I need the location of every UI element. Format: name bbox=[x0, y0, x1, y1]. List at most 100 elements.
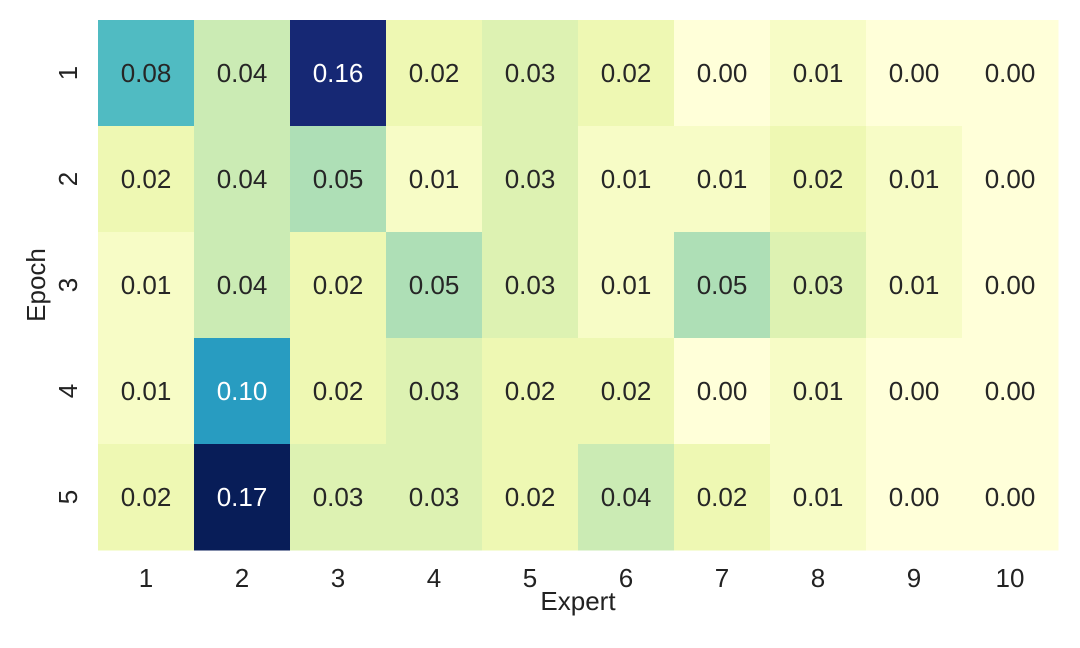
heatmap-cell bbox=[962, 20, 1059, 127]
cell-value-label: 0.02 bbox=[409, 58, 460, 88]
cell-value-label: 0.01 bbox=[889, 270, 940, 300]
heatmap-cell bbox=[290, 126, 387, 233]
cell-value-label: 0.00 bbox=[697, 58, 748, 88]
cell-value-label: 0.03 bbox=[505, 164, 556, 194]
y-axis-label: Epoch bbox=[21, 248, 51, 322]
cell-value-label: 0.01 bbox=[409, 164, 460, 194]
cell-value-label: 0.01 bbox=[601, 164, 652, 194]
heatmap-cell bbox=[194, 338, 291, 445]
cell-value-label: 0.04 bbox=[217, 58, 268, 88]
cell-value-label: 0.00 bbox=[697, 376, 748, 406]
cell-value-label: 0.17 bbox=[217, 482, 268, 512]
heatmap-cell bbox=[674, 444, 771, 551]
cell-value-label: 0.01 bbox=[121, 376, 172, 406]
heatmap-cell bbox=[674, 126, 771, 233]
heatmap-cell bbox=[578, 20, 675, 127]
heatmap-cell bbox=[674, 20, 771, 127]
heatmap-cell bbox=[290, 20, 387, 127]
cell-value-label: 0.04 bbox=[601, 482, 652, 512]
heatmap-cell bbox=[770, 232, 867, 339]
y-tick-label: 4 bbox=[53, 384, 83, 398]
heatmap-cell bbox=[962, 232, 1059, 339]
cell-value-label: 0.00 bbox=[889, 482, 940, 512]
heatmap-cell bbox=[194, 444, 291, 551]
heatmap-cell bbox=[98, 232, 195, 339]
cell-value-label: 0.08 bbox=[121, 58, 172, 88]
x-tick-label: 8 bbox=[811, 563, 825, 593]
cell-value-label: 0.03 bbox=[505, 270, 556, 300]
heatmap-cell bbox=[674, 338, 771, 445]
x-tick-label: 3 bbox=[331, 563, 345, 593]
x-tick-label: 6 bbox=[619, 563, 633, 593]
cell-value-label: 0.01 bbox=[889, 164, 940, 194]
cell-value-label: 0.02 bbox=[313, 376, 364, 406]
heatmap-cell bbox=[578, 126, 675, 233]
heatmap-cell bbox=[194, 232, 291, 339]
heatmap-cell bbox=[98, 20, 195, 127]
cell-value-label: 0.00 bbox=[985, 164, 1036, 194]
x-tick-labels: 1 2 3 4 5 6 7 8 9 10 bbox=[139, 563, 1025, 593]
cell-value-label: 0.00 bbox=[985, 270, 1036, 300]
cell-value-label: 0.16 bbox=[313, 58, 364, 88]
cell-value-label: 0.01 bbox=[697, 164, 748, 194]
heatmap-cell bbox=[98, 338, 195, 445]
heatmap-cell bbox=[770, 126, 867, 233]
cell-value-label: 0.00 bbox=[985, 58, 1036, 88]
cell-value-label: 0.02 bbox=[505, 376, 556, 406]
y-tick-label: 2 bbox=[53, 172, 83, 186]
heatmap-cell bbox=[290, 232, 387, 339]
cell-value-label: 0.03 bbox=[409, 482, 460, 512]
x-tick-label: 2 bbox=[235, 563, 249, 593]
cell-value-label: 0.01 bbox=[601, 270, 652, 300]
cell-value-label: 0.02 bbox=[793, 164, 844, 194]
heatmap-cell bbox=[386, 232, 483, 339]
x-axis-label: Expert bbox=[540, 586, 616, 616]
heatmap-cell bbox=[770, 444, 867, 551]
heatmap-cell bbox=[866, 444, 963, 551]
heatmap-cell bbox=[482, 232, 579, 339]
heatmap-cell bbox=[578, 232, 675, 339]
heatmap-cell bbox=[482, 444, 579, 551]
cell-value-label: 0.04 bbox=[217, 164, 268, 194]
cell-value-label: 0.02 bbox=[121, 482, 172, 512]
heatmap-cell bbox=[674, 232, 771, 339]
heatmap-cell bbox=[290, 444, 387, 551]
cell-value-label: 0.02 bbox=[601, 376, 652, 406]
cell-value-label: 0.05 bbox=[313, 164, 364, 194]
heatmap-cell bbox=[578, 444, 675, 551]
cell-value-label: 0.02 bbox=[697, 482, 748, 512]
cell-value-label: 0.04 bbox=[217, 270, 268, 300]
x-tick-label: 9 bbox=[907, 563, 921, 593]
heatmap-cell bbox=[386, 338, 483, 445]
cell-value-label: 0.03 bbox=[793, 270, 844, 300]
cell-value-label: 0.05 bbox=[409, 270, 460, 300]
heatmap-cell bbox=[386, 444, 483, 551]
x-tick-label: 10 bbox=[996, 563, 1025, 593]
x-tick-label: 4 bbox=[427, 563, 441, 593]
heatmap-cell bbox=[770, 20, 867, 127]
x-tick-label: 7 bbox=[715, 563, 729, 593]
heatmap-cell bbox=[866, 20, 963, 127]
heatmap-cell bbox=[578, 338, 675, 445]
cell-value-label: 0.02 bbox=[601, 58, 652, 88]
heatmap-cell bbox=[194, 126, 291, 233]
x-tick-label: 1 bbox=[139, 563, 153, 593]
heatmap-cell bbox=[866, 232, 963, 339]
heatmap-cell bbox=[482, 126, 579, 233]
cell-value-label: 0.01 bbox=[121, 270, 172, 300]
cell-value-label: 0.01 bbox=[793, 482, 844, 512]
cell-value-label: 0.01 bbox=[793, 58, 844, 88]
x-tick-label: 5 bbox=[523, 563, 537, 593]
cell-value-label: 0.03 bbox=[505, 58, 556, 88]
heatmap-cell bbox=[194, 20, 291, 127]
cell-value-label: 0.10 bbox=[217, 376, 268, 406]
cell-value-label: 0.00 bbox=[985, 482, 1036, 512]
cell-value-label: 0.01 bbox=[793, 376, 844, 406]
heatmap-cell bbox=[386, 126, 483, 233]
cell-value-label: 0.00 bbox=[889, 376, 940, 406]
heatmap-cell bbox=[866, 126, 963, 233]
heatmap-cell bbox=[770, 338, 867, 445]
y-tick-label: 3 bbox=[53, 278, 83, 292]
heatmap-cell bbox=[962, 338, 1059, 445]
